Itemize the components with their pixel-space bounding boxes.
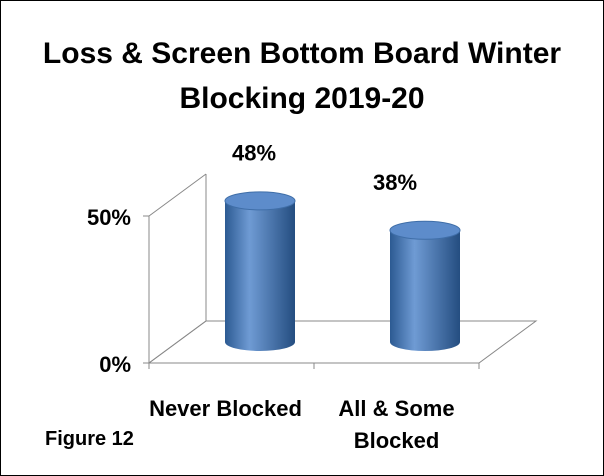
chart-title: Loss & Screen Bottom Board Winter Blocki…	[42, 37, 562, 115]
figure-label: Figure 12	[45, 428, 134, 450]
value-label: 38%	[373, 170, 417, 195]
y-tick-label: 50%	[87, 205, 131, 230]
bar	[225, 200, 295, 351]
x-tick-label: Never Blocked	[149, 396, 302, 421]
bar-top	[389, 220, 461, 240]
bar-top	[224, 191, 296, 211]
grid-line	[148, 173, 207, 217]
grid-line	[148, 320, 207, 364]
x-tick-label: All & Some Blocked	[338, 396, 455, 453]
y-tick-label: 0%	[99, 352, 131, 377]
floor	[147, 320, 538, 364]
bar	[390, 230, 460, 351]
value-label: 48%	[232, 141, 276, 166]
